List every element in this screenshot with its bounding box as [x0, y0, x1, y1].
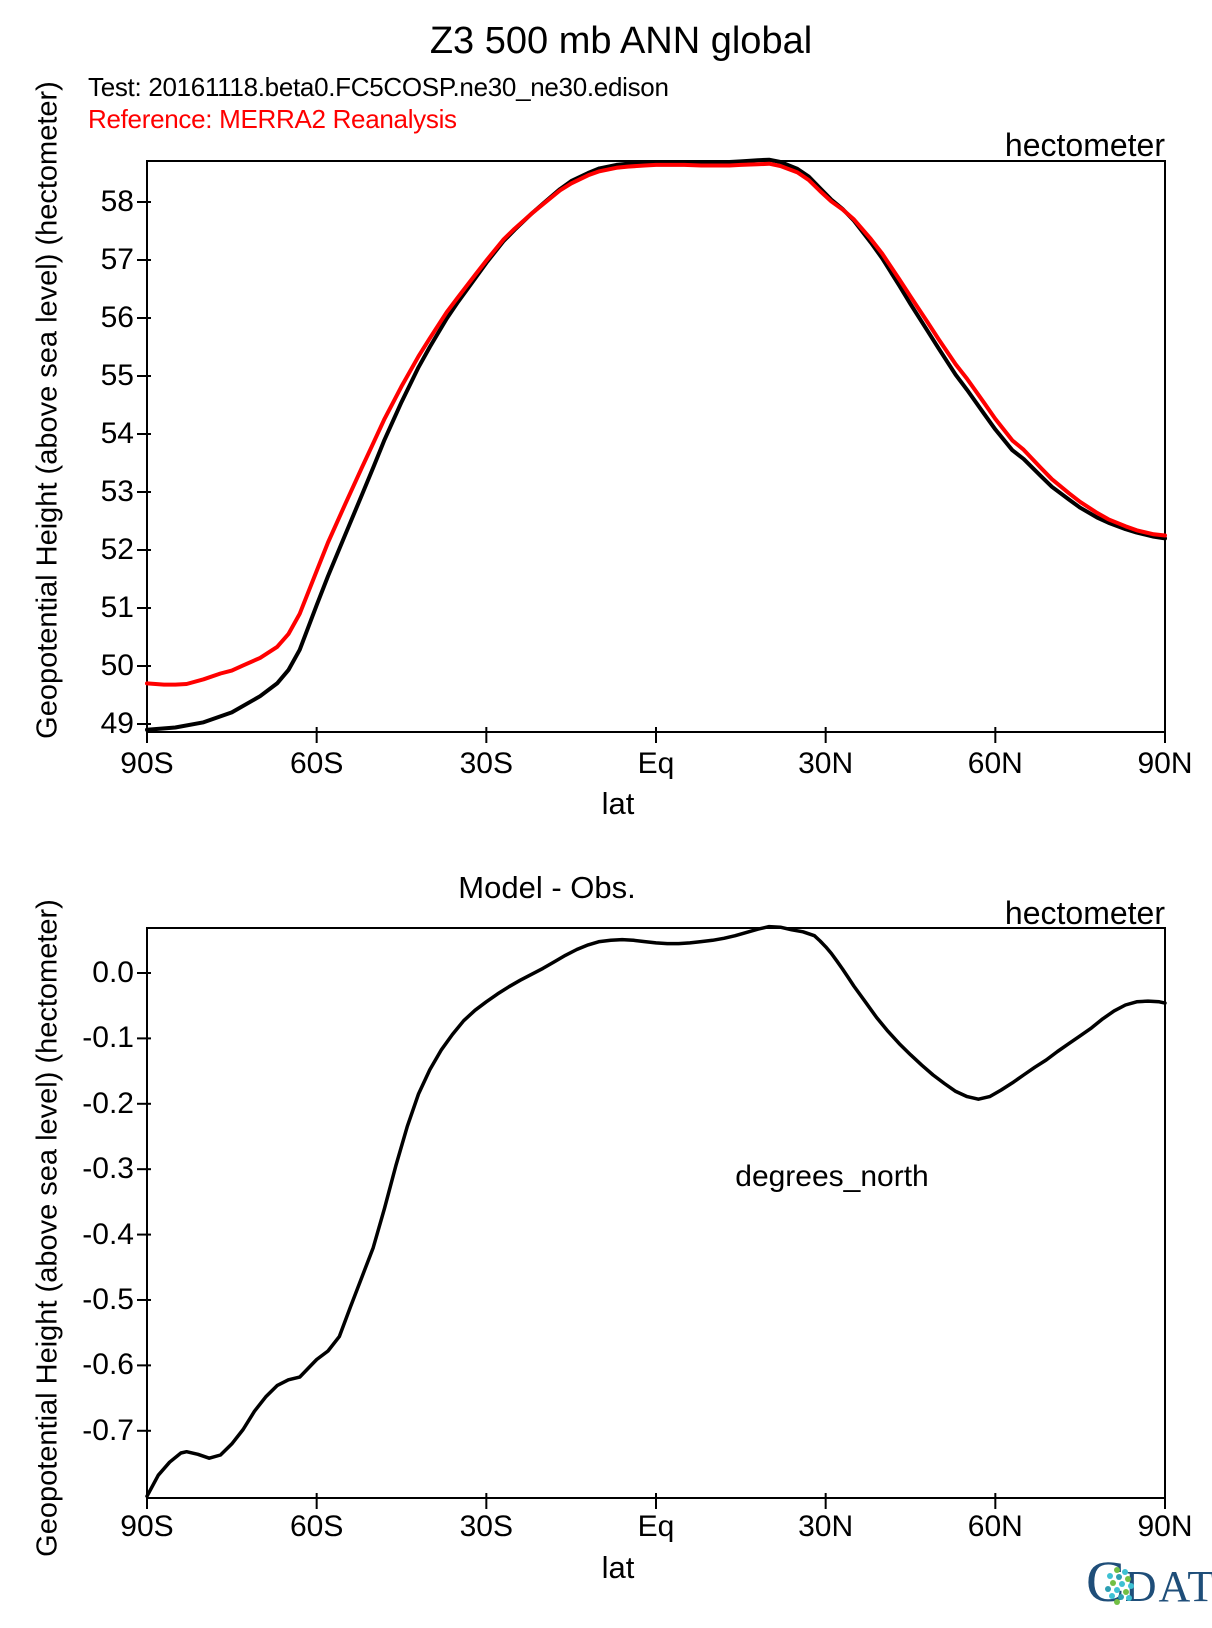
y-tick-label: 50	[100, 648, 134, 682]
x-tick-label: 90S	[120, 1510, 174, 1543]
cdat-logo-text: DAT	[1124, 1562, 1212, 1611]
degrees-north-annotation: degrees_north	[735, 1160, 929, 1193]
y-tick-label: -0.2	[82, 1086, 134, 1120]
top-x-axis-label: lat	[601, 786, 635, 821]
test-curve	[145, 157, 1167, 732]
y-tick-label: 49	[100, 706, 134, 740]
y-tick-label: 53	[100, 475, 134, 508]
x-tick-label: 60N	[967, 747, 1023, 780]
x-tick-label: 30S	[459, 747, 514, 780]
y-tick-label: -0.7	[82, 1413, 134, 1447]
y-tick-label: 57	[100, 243, 134, 276]
y-tick-label: -0.6	[82, 1348, 134, 1382]
difference-curve	[145, 924, 1167, 1498]
cdat-globe-dots-icon	[1105, 1567, 1134, 1605]
top-y-axis-label: Geopotential Height (above sea level) (h…	[31, 81, 64, 739]
y-tick-label: 51	[100, 590, 134, 624]
y-tick-label: 58	[100, 185, 134, 218]
bottom-unit-label: hectometer	[1004, 895, 1165, 931]
x-tick-label: Eq	[637, 747, 675, 780]
page-title: Z3 500 mb ANN global	[429, 20, 813, 62]
reference-curve	[145, 161, 1167, 687]
y-tick-label: -0.4	[82, 1217, 134, 1251]
top-unit-label: hectometer	[1004, 127, 1165, 163]
y-tick-label: -0.5	[82, 1282, 134, 1316]
bottom-x-axis-label: lat	[601, 1550, 635, 1585]
plot-frame-1	[146, 927, 1166, 1499]
difference-plot-title: Model - Obs.	[458, 870, 636, 905]
test-run-label: Test: 20161118.beta0.FC5COSP.ne30_ne30.e…	[88, 72, 669, 102]
x-tick-label: 60S	[289, 747, 344, 780]
x-tick-label: 30N	[798, 1510, 854, 1543]
y-tick-label: 56	[100, 301, 134, 334]
x-tick-label: 60N	[967, 1510, 1023, 1543]
x-tick-label: 90S	[120, 747, 174, 780]
y-tick-label: -0.1	[82, 1021, 134, 1055]
cdat-logo: CDAT	[1086, 1552, 1212, 1616]
x-tick-label: 60S	[289, 1510, 344, 1543]
x-tick-label: 30N	[798, 747, 854, 780]
y-tick-label: -0.3	[82, 1152, 134, 1186]
x-tick-label: Eq	[637, 1510, 675, 1543]
x-tick-label: 90N	[1137, 747, 1193, 780]
y-tick-label: 54	[100, 417, 134, 450]
reference-label: Reference: MERRA2 Reanalysis	[88, 104, 457, 134]
y-tick-label: 55	[100, 359, 134, 392]
x-tick-label: 90N	[1137, 1510, 1193, 1543]
x-tick-label: 30S	[459, 1510, 514, 1543]
y-tick-label: 52	[100, 532, 134, 566]
y-tick-label: 0.0	[92, 955, 134, 989]
